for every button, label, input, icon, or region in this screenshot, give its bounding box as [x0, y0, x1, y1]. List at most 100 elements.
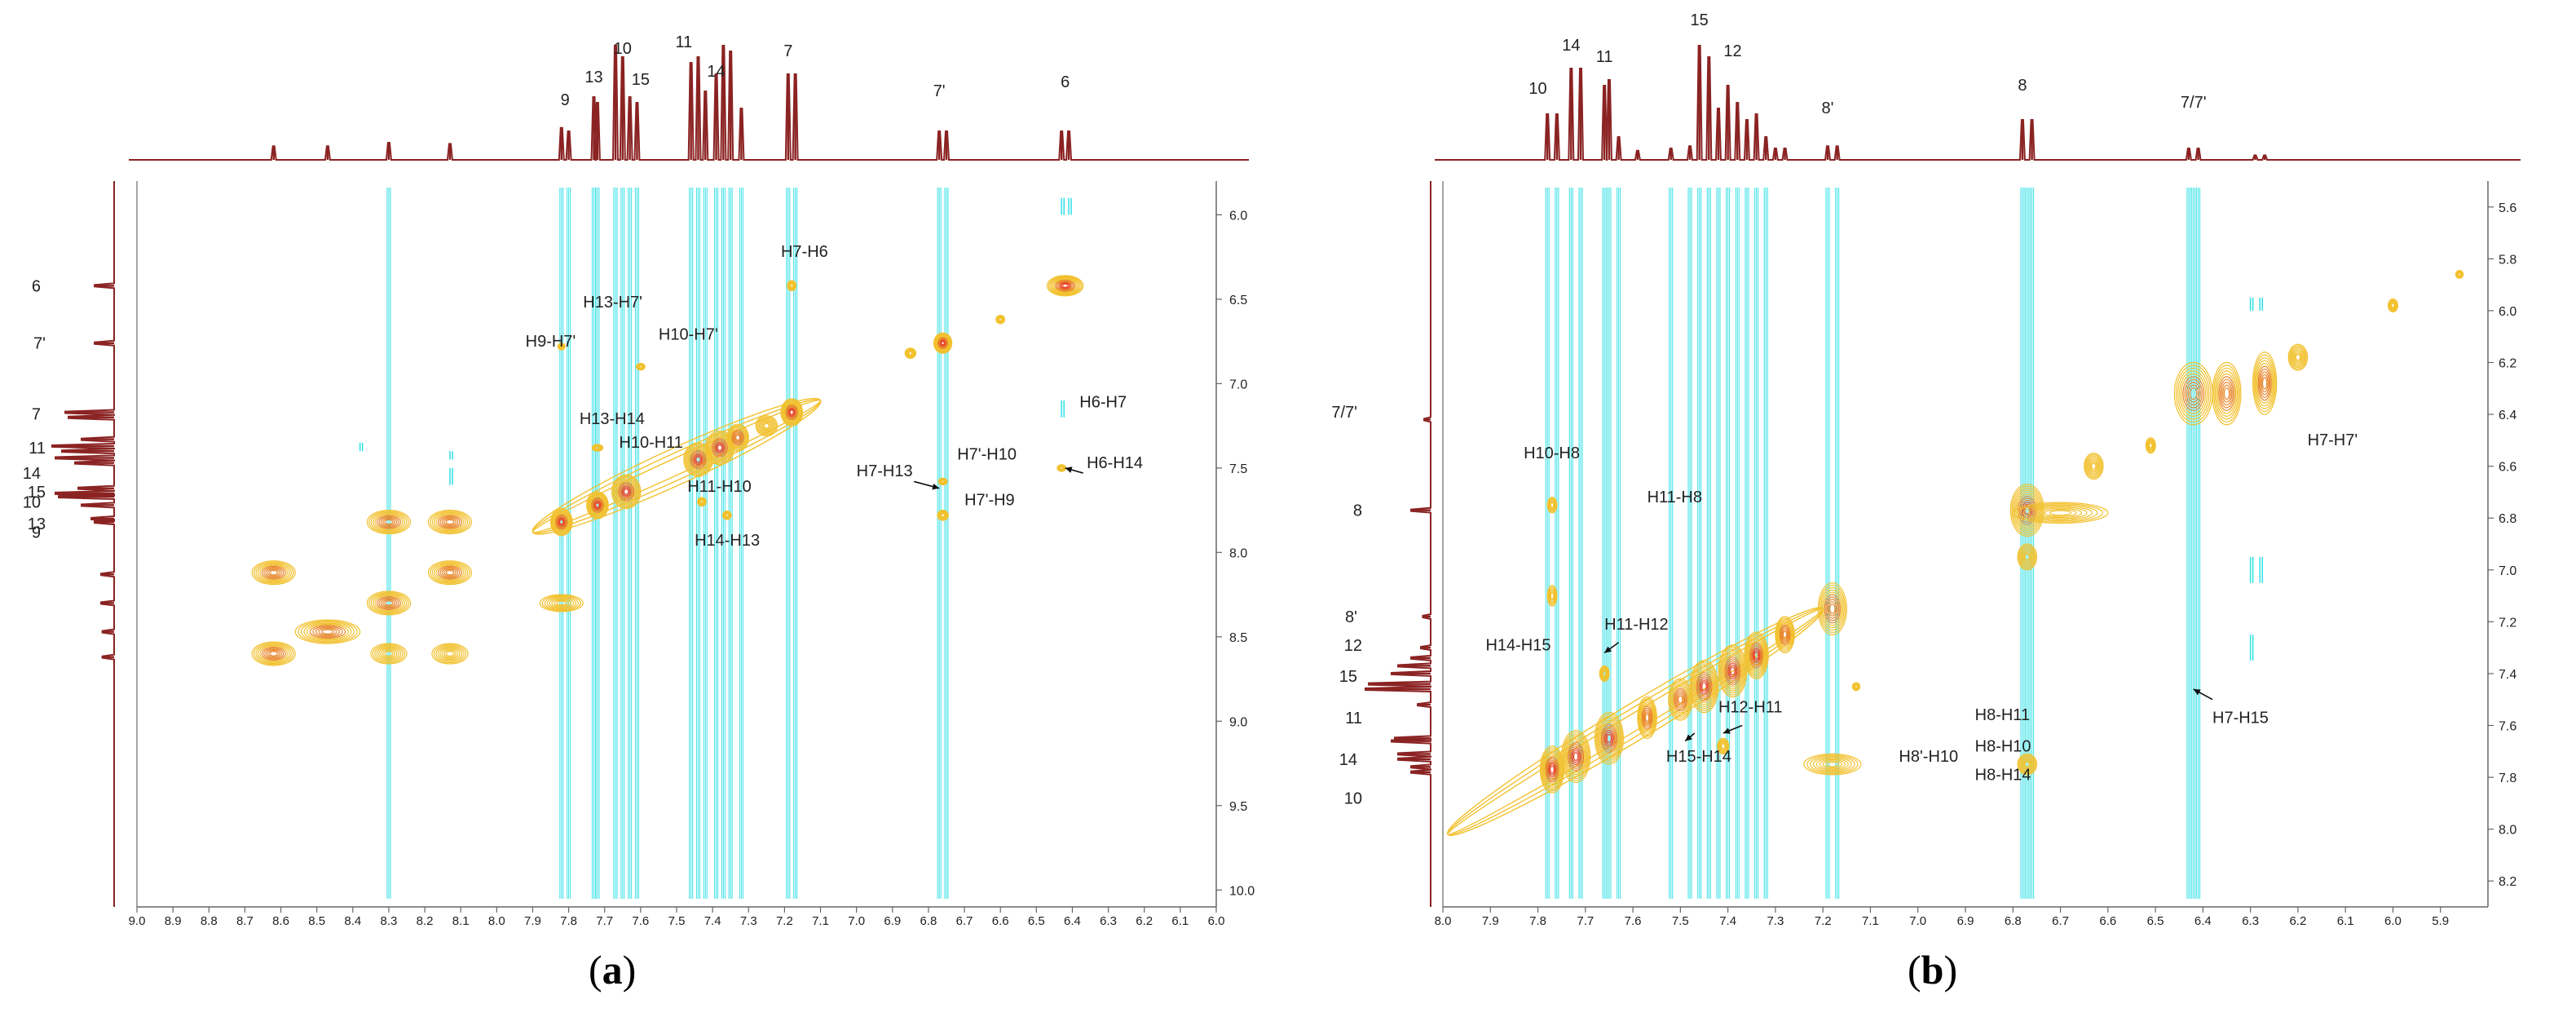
cross-peak — [696, 497, 707, 507]
top-peak-label: 14 — [1562, 37, 1580, 55]
x-tick-label: 6.7 — [2052, 914, 2069, 928]
side-peak-label: 10 — [1344, 790, 1362, 808]
diagonal-peak — [550, 509, 572, 535]
cross-peak-annotation: H7'-H9 — [964, 491, 1015, 509]
diagonal-peak — [1638, 698, 1656, 737]
y-tick-label: 7.0 — [1229, 378, 1247, 391]
cross-peak — [261, 647, 286, 661]
side-peak-label: 14 — [1339, 751, 1357, 769]
cross-peak — [1820, 586, 1845, 631]
cross-peak — [1602, 670, 1607, 677]
cross-peak — [1599, 666, 1609, 681]
cross-peak — [1819, 584, 1846, 633]
diagonal-peak — [727, 424, 748, 451]
diagonal-peak — [552, 511, 571, 533]
cross-peak — [788, 409, 795, 416]
diagonal-peak — [612, 475, 641, 508]
cross-peak — [370, 511, 408, 533]
side-peak-label: 13 — [28, 515, 46, 533]
cross-peak — [1550, 592, 1555, 599]
cross-peak — [267, 649, 280, 658]
cross-peak — [937, 510, 949, 521]
cross-peak — [2212, 361, 2242, 426]
cross-peak — [1052, 278, 1078, 294]
cross-peak — [2018, 502, 2103, 523]
cross-peak — [384, 519, 394, 525]
cross-peak-annotation: H7-H13 — [857, 462, 913, 480]
x-tick-label: 8.6 — [272, 914, 289, 928]
cross-peak — [312, 626, 343, 638]
x-tick-label: 8.3 — [381, 914, 398, 928]
cross-peak — [254, 642, 294, 665]
cross-peak — [937, 337, 949, 349]
cross-peak — [933, 333, 952, 353]
cross-peak — [1048, 276, 1083, 296]
cross-peak — [1049, 276, 1081, 295]
cross-peak — [298, 620, 358, 643]
diagonal-peak — [1718, 646, 1747, 696]
side-peak-label: 7' — [33, 335, 46, 353]
cross-peak — [1061, 283, 1069, 288]
cross-peak — [906, 349, 915, 357]
diagonal-peak — [619, 483, 633, 500]
diagonal-peak — [1727, 662, 1738, 680]
cross-peak — [251, 641, 296, 666]
x-tick-label: 7.0 — [1909, 914, 1926, 928]
top-peak-label: 10 — [1528, 80, 1546, 98]
diagonal-peak — [1550, 765, 1555, 774]
cross-peak — [908, 351, 913, 356]
cross-peak — [1060, 282, 1070, 289]
cross-peak — [2219, 378, 2234, 409]
diagonal-peak — [687, 447, 709, 472]
cross-peak — [1853, 683, 1859, 690]
diagonal-peak — [733, 431, 743, 444]
diagonal-peak — [763, 422, 770, 429]
cross-peak — [2182, 376, 2205, 412]
cross-peak — [998, 316, 1003, 322]
cross-peak — [941, 513, 946, 518]
x-tick-label: 8.0 — [488, 914, 505, 928]
diagonal-peak — [613, 476, 639, 506]
cross-peak — [786, 405, 797, 419]
y-tick-label: 7.4 — [2499, 668, 2516, 682]
cross-peak — [378, 515, 399, 528]
diagonal-peak — [761, 420, 772, 431]
cross-peak — [787, 407, 796, 418]
diagonal-peak — [1547, 762, 1557, 777]
cross-peak — [724, 512, 730, 518]
diagonal-peak — [1639, 700, 1656, 736]
diagonal-peak — [1779, 624, 1791, 645]
y-tick-label: 9.0 — [1229, 715, 1247, 729]
cross-peak — [259, 564, 289, 581]
cross-peak — [2389, 300, 2397, 311]
cross-peak — [257, 644, 290, 663]
y-tick-label: 6.6 — [2499, 461, 2516, 475]
diagonal-ridge-contour — [1446, 608, 1824, 836]
diagonal-peak — [554, 512, 570, 533]
cross-peak — [2189, 387, 2198, 400]
diagonal-peak — [1642, 707, 1652, 728]
diagonal-peak — [623, 489, 629, 495]
diagonal-peak — [762, 422, 771, 430]
x-tick-label: 8.2 — [417, 914, 434, 928]
cross-peak — [787, 406, 796, 418]
diagonal-peak — [558, 518, 565, 526]
cross-peak — [374, 645, 404, 662]
x-tick-label: 7.6 — [1625, 914, 1642, 928]
x-tick-label: 6.9 — [884, 914, 901, 928]
cross-peak-annotation: H10-H11 — [619, 434, 683, 452]
diagonal-peak — [1696, 672, 1713, 701]
diagonal-peak — [1723, 654, 1742, 688]
cross-peak — [2177, 367, 2210, 420]
diagonal-peak — [1698, 675, 1710, 697]
diagonal-peak — [1599, 722, 1619, 755]
diagonal-peak — [591, 497, 604, 513]
y-tick-label: 9.5 — [1229, 800, 1247, 814]
x-tick-label: 7.1 — [812, 914, 829, 928]
diagonal-peak — [716, 443, 724, 453]
cross-peak — [254, 561, 294, 584]
cross-peak — [443, 568, 457, 577]
x-tick-label: 8.5 — [308, 914, 325, 928]
x-tick-label: 7.2 — [776, 914, 793, 928]
cross-peak — [1549, 500, 1555, 511]
